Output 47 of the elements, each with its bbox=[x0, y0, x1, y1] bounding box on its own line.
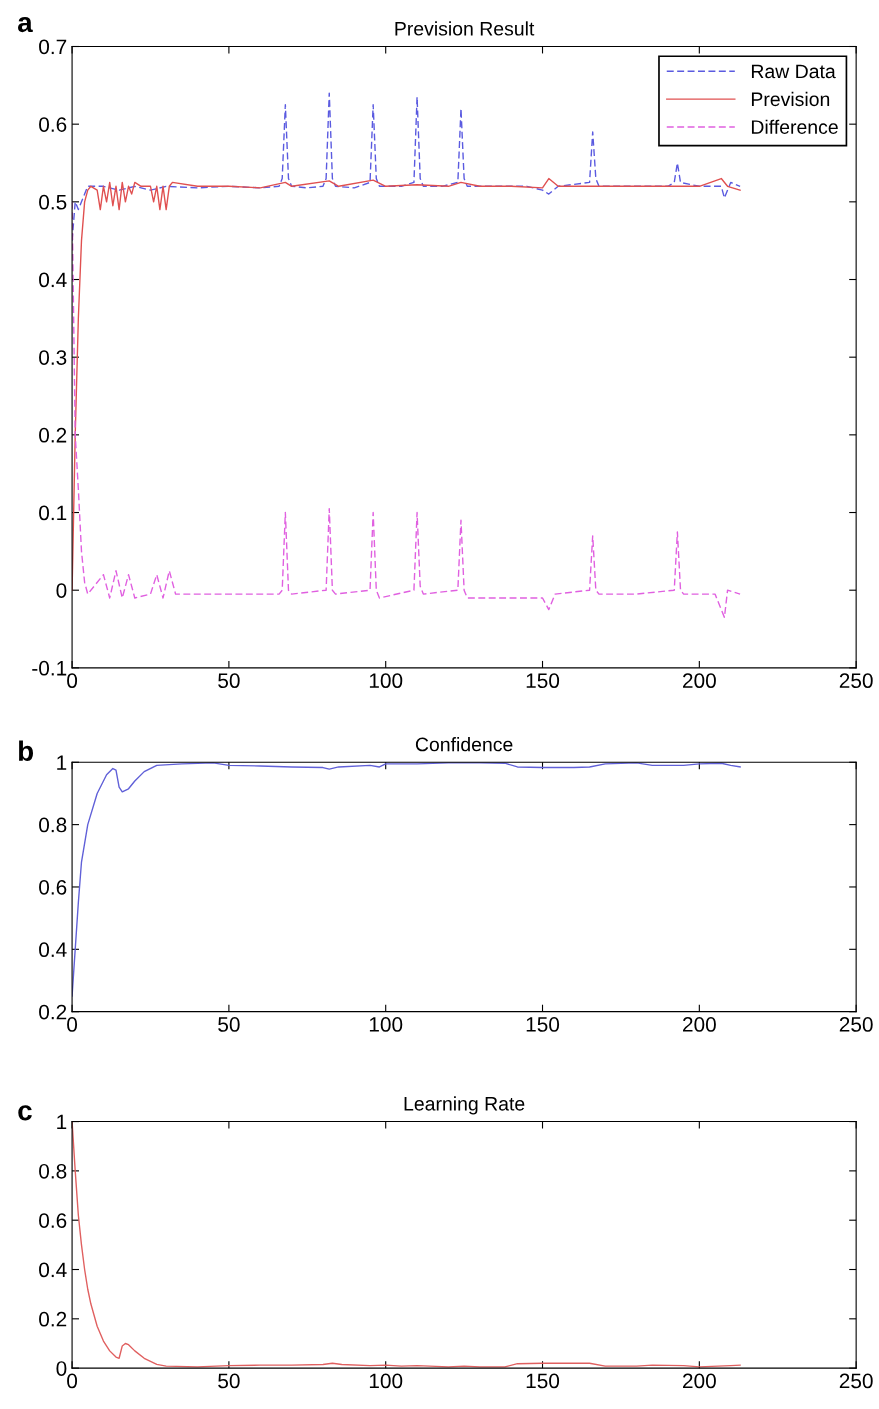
x-tick-label: 100 bbox=[369, 673, 403, 689]
x-tick-label: 50 bbox=[218, 1017, 240, 1032]
chart-title: Prevision Result bbox=[395, 21, 535, 36]
y-tick-label: 0.4 bbox=[39, 1262, 67, 1278]
x-tick-label: 200 bbox=[683, 1017, 716, 1032]
text: b bbox=[19, 740, 34, 761]
y-tick-label: 0.2 bbox=[39, 1004, 67, 1020]
x-tick-label: 250 bbox=[839, 1017, 873, 1032]
x-tick-label: 100 bbox=[369, 1373, 403, 1389]
x-tick-label: 100 bbox=[369, 1017, 403, 1032]
y-tick-label: 0.2 bbox=[39, 1311, 67, 1327]
y-tick-label: 0.6 bbox=[39, 879, 67, 895]
text: c bbox=[18, 1105, 32, 1121]
y-tick-label: 0.6 bbox=[39, 117, 67, 132]
y-tick-label: -0.1 bbox=[32, 660, 67, 676]
x-tick-label: 150 bbox=[526, 673, 560, 689]
x-tick-label: 150 bbox=[526, 1373, 560, 1389]
x-tick-label: 250 bbox=[839, 673, 873, 689]
legend-label: Difference bbox=[751, 119, 838, 134]
x-tick-label: 200 bbox=[683, 673, 716, 689]
y-tick-label: 0.1 bbox=[39, 505, 67, 521]
y-tick-label: 0.2 bbox=[39, 427, 67, 443]
x-tick-label: 50 bbox=[218, 1373, 240, 1389]
y-tick-label: 0.4 bbox=[39, 272, 67, 288]
x-tick-label: 0 bbox=[67, 673, 78, 689]
x-tick-label: 50 bbox=[218, 673, 240, 689]
x-tick-label: 0 bbox=[67, 1373, 78, 1389]
x-tick-label: 250 bbox=[839, 1373, 873, 1389]
x-tick-label: 200 bbox=[683, 1373, 716, 1389]
y-tick-label: 0.8 bbox=[39, 817, 67, 833]
y-tick-label: 0.4 bbox=[39, 942, 67, 958]
legend-label: Prevision bbox=[751, 91, 830, 107]
y-tick-label: 0 bbox=[56, 1361, 67, 1376]
chart-title: Confidence bbox=[415, 737, 513, 752]
y-tick-label: 0.7 bbox=[39, 39, 67, 55]
y-tick-label: 0.6 bbox=[39, 1213, 67, 1228]
chart-title: Learning Rate bbox=[404, 1096, 525, 1115]
y-tick-label: 0.5 bbox=[39, 194, 67, 210]
x-tick-label: 150 bbox=[526, 1017, 560, 1032]
text: a bbox=[18, 16, 33, 33]
y-tick-label: 0.3 bbox=[39, 350, 67, 365]
y-tick-label: 0 bbox=[56, 583, 67, 598]
y-tick-label: 1 bbox=[57, 755, 67, 770]
y-tick-label: 0.8 bbox=[39, 1163, 67, 1179]
x-tick-label: 0 bbox=[67, 1017, 78, 1032]
legend-label: Raw Data bbox=[751, 64, 836, 79]
y-tick-label: 1 bbox=[57, 1114, 67, 1130]
